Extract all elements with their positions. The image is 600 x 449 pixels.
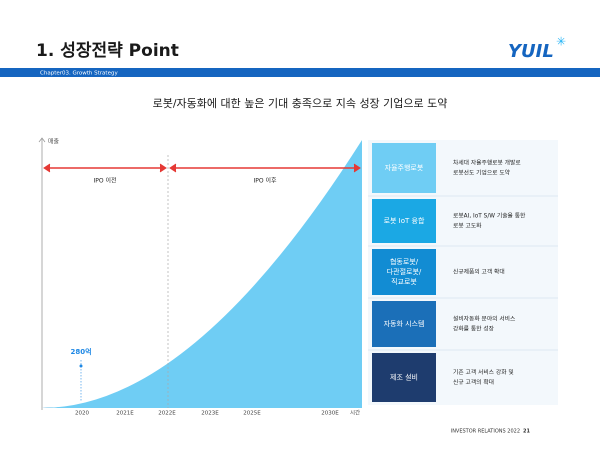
row-description: 로봇 고도화 [453, 223, 482, 230]
row-label: 로봇 IoT 융합 [384, 216, 425, 225]
x-label: 2023E [201, 411, 219, 417]
arrow-heads [43, 163, 167, 173]
row-description: 기존 고객 서비스 강화 및 [453, 368, 514, 376]
row-label-box [372, 249, 436, 295]
title: 1. 성장전략 Point [36, 41, 179, 61]
x-label: 2025E [243, 411, 261, 417]
arrow-heads [169, 163, 361, 173]
annotation-dot [79, 364, 83, 368]
row-description: 신규제품의 고객 확대 [453, 268, 505, 276]
x-label: 2030E [321, 411, 339, 417]
chapter: Chapter03. Growth Strategy [40, 71, 118, 77]
x-label: 2021E [116, 411, 134, 417]
time-label: 시간 [350, 409, 360, 417]
x-label: 2022E [158, 411, 176, 417]
subtitle: 로봇/자동화에 대한 높은 기대 충족으로 지속 성장 기업으로 도약 [153, 96, 448, 110]
period-label: IPO 이전 [93, 177, 116, 185]
row-label: 다관절로봇/ [387, 267, 422, 276]
footer: INVESTOR RELATIONS 2022 [451, 429, 520, 435]
row-label: 자율주행로봇 [385, 163, 424, 172]
page-number: 21 [523, 429, 530, 435]
logo-star: ✳ [556, 35, 566, 49]
row-label-box [372, 353, 436, 402]
annotation: 280억 [70, 347, 91, 356]
axis-arrow [38, 137, 46, 143]
row-label-box [372, 143, 436, 193]
diagram: 매출 IPO 이전 IPO 이후 280억 2020 2021E 2022E 2023E 20… [38, 137, 362, 417]
row-label-box [372, 199, 436, 243]
row-description: 로봇AI, IoT S/W 기술을 통한 [453, 212, 526, 220]
row-description: 강화를 통한 성장 [453, 325, 495, 333]
row-label: 직교로봇 [391, 277, 417, 286]
row-description: 로봇선도 기업으로 도약 [453, 169, 511, 177]
row-label: 자동화 시스템 [384, 319, 425, 328]
axis-label: 매출 [48, 138, 60, 146]
row-description: 설비자동화 분야의 서비스 [453, 315, 516, 323]
area-layer [42, 140, 362, 408]
period-label: IPO 이후 [253, 177, 277, 185]
row-label: 제조 설비 [390, 373, 418, 382]
logo: YUIL [508, 41, 554, 62]
row-label-box [372, 301, 436, 347]
row-description: 차세대 자율주행로봇 개발로 [453, 159, 521, 167]
row-label: 협동로봇/ [390, 257, 419, 266]
row-description: 신규 고객의 확대 [453, 378, 494, 386]
chapter-bar [0, 68, 600, 77]
x-label: 2020 [75, 411, 89, 417]
